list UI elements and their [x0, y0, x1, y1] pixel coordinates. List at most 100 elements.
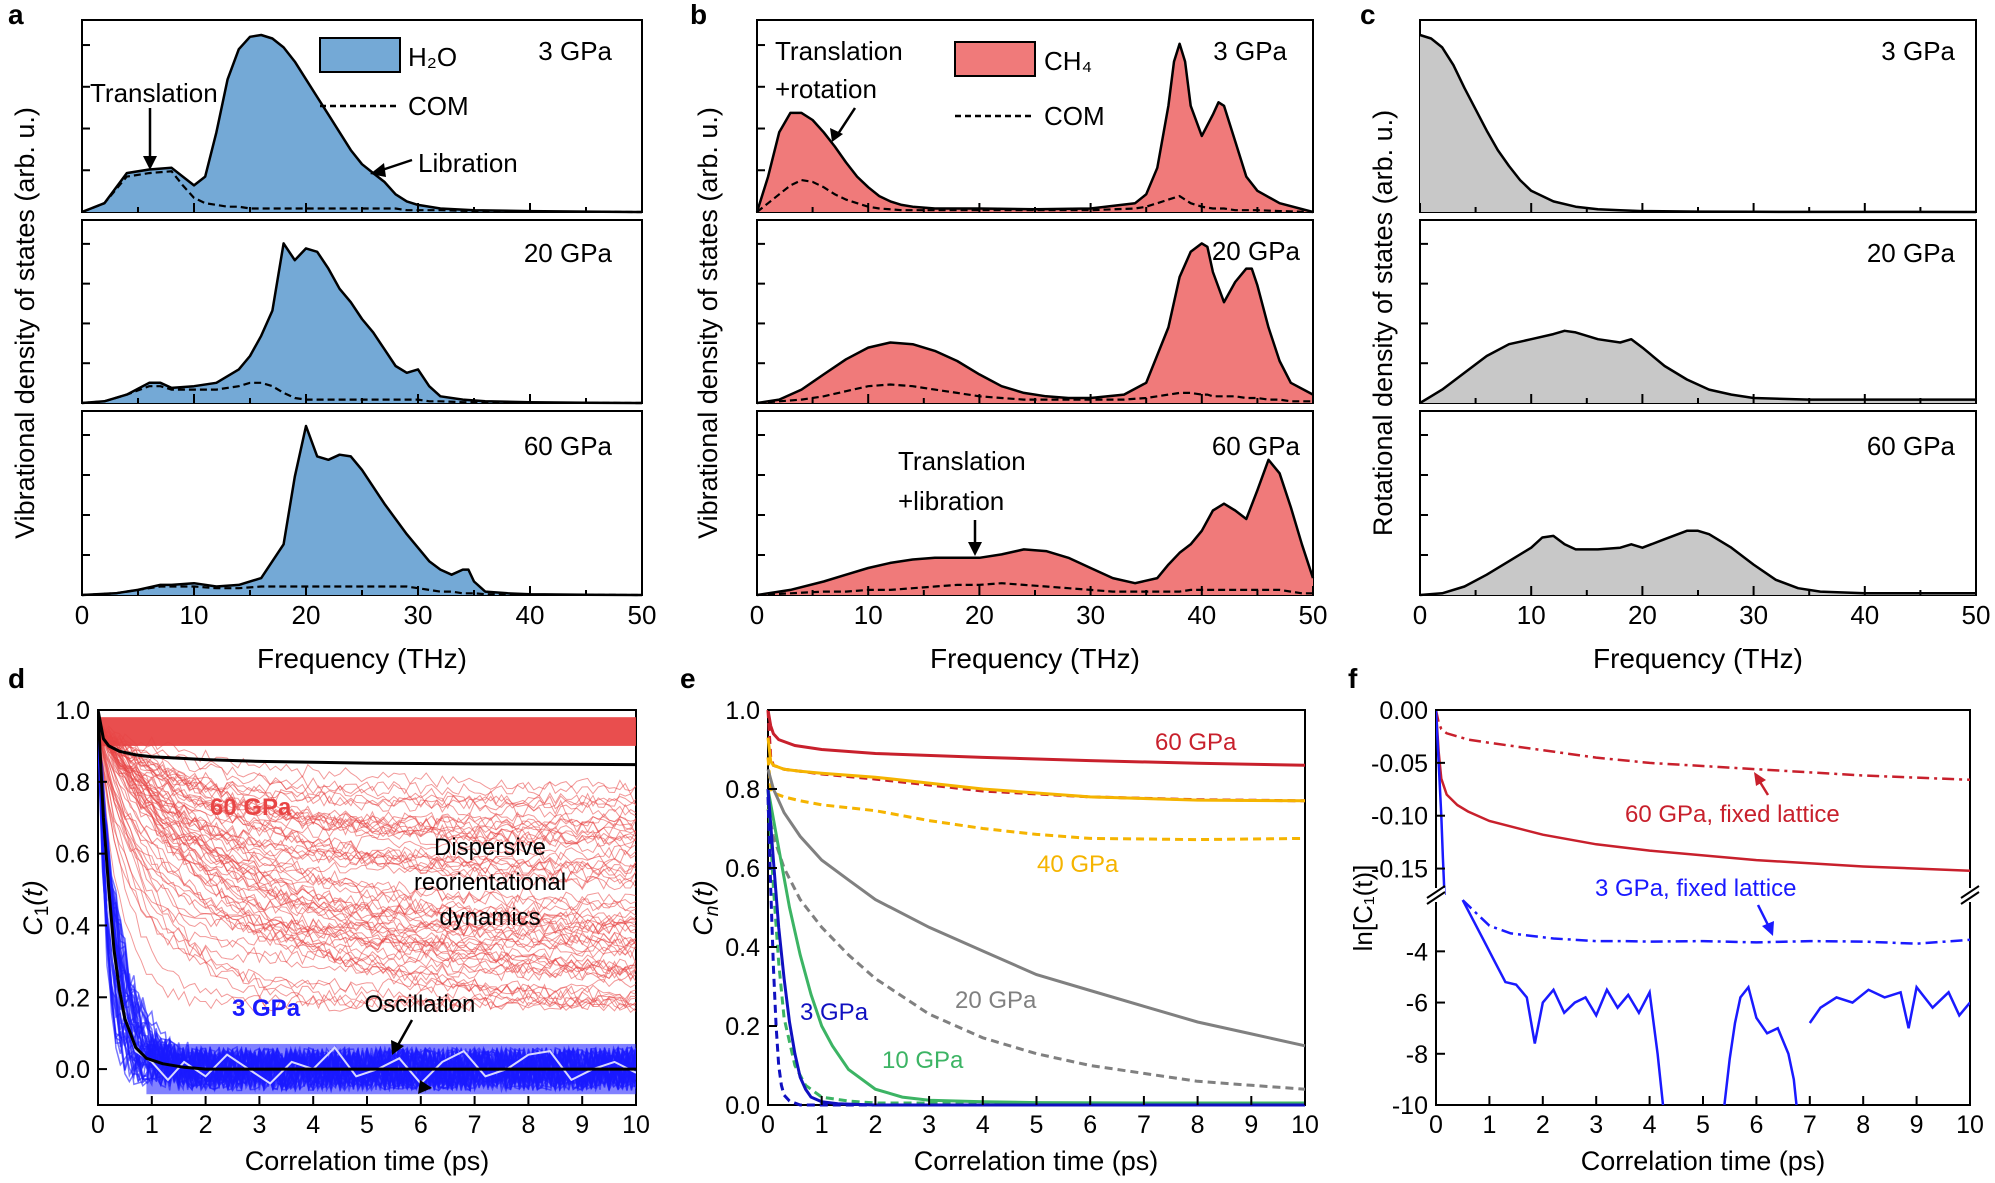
panel-b-subplot-20gpa	[756, 219, 1314, 405]
panel-d-ylabel: C1(t)	[18, 880, 53, 936]
panel-b-annot-translation-2: Translation	[898, 446, 1026, 476]
panel-a-x-tick-label: 10	[180, 600, 209, 630]
panel-label-d: d	[8, 663, 25, 694]
panel-c-x-tick-label: 20	[1628, 600, 1657, 630]
panel-f-x-tick-label: 3	[1589, 1111, 1603, 1139]
panel-d-red-trace	[98, 730, 636, 1012]
panel-d-x-tick-label: 0	[91, 1111, 105, 1139]
panel-f-y-tick-label: -0.15	[1371, 856, 1428, 884]
panel-a-dos-area	[82, 243, 642, 403]
panel-a-legend-fill-label: H₂O	[408, 42, 457, 72]
panel-e-y-tick-label: 1.0	[725, 697, 760, 725]
panel-e-x-tick-label: 7	[1137, 1111, 1151, 1139]
panel-b-xlabel: Frequency (THz)	[930, 643, 1140, 674]
panel-f-curve	[1436, 710, 1970, 782]
panel-b-arrow-rotation	[836, 107, 857, 135]
panel-d-x-tick-label: 1	[145, 1111, 159, 1139]
panel-e-ylabel: Cn(t)	[688, 880, 723, 936]
panel-d-red-trace	[98, 720, 636, 980]
panel-a-dos-line	[81, 33, 643, 214]
panel-b-pressure-3: 3 GPa	[1213, 36, 1287, 66]
panel-a-legend-dash-label: COM	[408, 91, 469, 121]
panel-d-red-trace	[98, 735, 636, 966]
panel-b: 3 GPa 20 GPa 60 GPa CH₄ COM Translation …	[693, 19, 1328, 674]
panel-c-xlabel: Frequency (THz)	[1593, 643, 1803, 674]
panel-a-x-tick-label: 0	[75, 600, 89, 630]
panel-e-x-tick-label: 5	[1030, 1111, 1044, 1139]
panel-f-curve	[1436, 710, 1446, 896]
panel-f-break-gap	[1427, 888, 1445, 902]
panel-a-arrowhead-libration	[370, 163, 386, 177]
panel-d-x-tick-label: 2	[199, 1111, 213, 1139]
panel-a-x-tick-label: 50	[628, 600, 657, 630]
panel-b-legend-dash-label: COM	[1044, 101, 1105, 131]
panel-d-red-trace	[98, 726, 636, 891]
panel-a-annot-libration: Libration	[418, 148, 518, 178]
panel-d-red-trace	[98, 733, 636, 874]
panel-d-red-trace	[98, 734, 636, 936]
panel-d-xlabel: Correlation time (ps)	[245, 1146, 490, 1176]
panel-d-x-tick-label: 8	[521, 1111, 535, 1139]
panel-f-y-tick-label: -0.05	[1371, 750, 1428, 778]
panel-a-x-tick-label: 20	[292, 600, 321, 630]
panel-a: 3 GPa 20 GPa 60 GPa H₂O COM Translation …	[10, 19, 657, 674]
panel-e-plot	[766, 709, 1306, 1107]
panel-b-dos-area	[757, 43, 1313, 212]
panel-e-curve	[766, 768, 1306, 1048]
panel-b-dos-area	[757, 243, 1313, 403]
panel-e-x-tick-label: 8	[1191, 1111, 1205, 1139]
panel-e-curve	[766, 709, 1306, 767]
panel-f-y-tick-label: -6	[1406, 990, 1428, 1018]
panel-d: 0 1 2 3 4 5 6 7 8 9 10 0.0 0.2 0.4 0.6 0.8 1.0 60 GPa 3 …	[18, 697, 650, 1176]
panel-a-dos-line	[81, 424, 643, 597]
panel-d-red-trace	[98, 730, 636, 984]
panel-f-break-gap	[1961, 888, 1979, 902]
panel-d-red-trace	[98, 723, 636, 946]
panel-f-traces	[1436, 710, 1970, 1105]
panel-a-ylabel: Vibrational density of states (arb. u.)	[10, 107, 40, 539]
panel-e-y-tick-label: 0.8	[725, 776, 760, 804]
panel-b-legend-fill-label: CH₄	[1044, 46, 1092, 76]
panel-f-break-mark	[1426, 891, 1446, 905]
panel-f: 0 1 2 3 4 5 6 7 8 9 10 0.00 -0.05 -0.10 -0.15 -4 -6 -8 -10…	[1348, 697, 1984, 1176]
panel-c-pressure-20: 20 GPa	[1867, 238, 1956, 268]
panel-c-pressure-3: 3 GPa	[1881, 36, 1955, 66]
panel-f-xlabel: Correlation time (ps)	[1581, 1146, 1826, 1176]
panel-d-annot-60gpa: 60 GPa	[210, 794, 292, 821]
panel-b-pressure-20: 20 GPa	[1212, 236, 1301, 266]
panel-e-annot-40gpa: 40 GPa	[1037, 851, 1119, 878]
panel-b-subplot-3gpa	[755, 19, 1314, 214]
panel-f-curve	[1461, 899, 1665, 1105]
panel-d-plot	[98, 710, 636, 1095]
panel-d-red-trace	[98, 731, 636, 916]
panel-d-red-trace	[98, 731, 636, 829]
panel-f-x-tick-label: 6	[1749, 1111, 1763, 1139]
panel-a-subplot-20gpa	[81, 219, 643, 405]
panel-d-x-tick-label: 6	[414, 1111, 428, 1139]
panel-e-x-tick-label: 9	[1244, 1111, 1258, 1139]
panel-e-y-tick-label: 0.0	[725, 1092, 760, 1120]
panel-d-red-trace	[98, 724, 636, 926]
panel-e-axes: 0 1 2 3 4 5 6 7 8 9 10 0.0 0.2 0.4 0.6 0.8 1.0	[725, 697, 1319, 1139]
panel-e-x-tick-label: 4	[976, 1111, 990, 1139]
panel-d-x-tick-label: 7	[468, 1111, 482, 1139]
panel-b-subplot-60gpa	[756, 410, 1315, 597]
panel-f-annot-60gpa: 60 GPa, fixed lattice	[1625, 801, 1840, 828]
panel-b-com-line	[756, 383, 1313, 405]
panel-c-ylabel: Rotational density of states (arb. u.)	[1368, 110, 1398, 536]
panel-c-dos-line	[1419, 33, 1977, 214]
panel-f-plot	[1436, 710, 1970, 1105]
panel-d-x-tick-label: 3	[252, 1111, 266, 1139]
panel-d-red-trace	[98, 722, 636, 974]
panel-b-x-tick-label: 50	[1299, 600, 1328, 630]
panel-e-x-tick-label: 2	[868, 1111, 882, 1139]
panel-a-com-line	[81, 170, 643, 214]
panel-d-red-trace	[98, 727, 636, 933]
panel-f-x-tick-label: 9	[1910, 1111, 1924, 1139]
panel-a-arrowhead-translation	[143, 156, 157, 170]
panel-e-x-tick-label: 3	[922, 1111, 936, 1139]
panel-a-xlabel: Frequency (THz)	[257, 643, 467, 674]
panel-e-annot-10gpa: 10 GPa	[882, 1047, 964, 1074]
panel-f-y-tick-label: -8	[1406, 1041, 1428, 1069]
panel-d-red-trace	[98, 726, 636, 1012]
